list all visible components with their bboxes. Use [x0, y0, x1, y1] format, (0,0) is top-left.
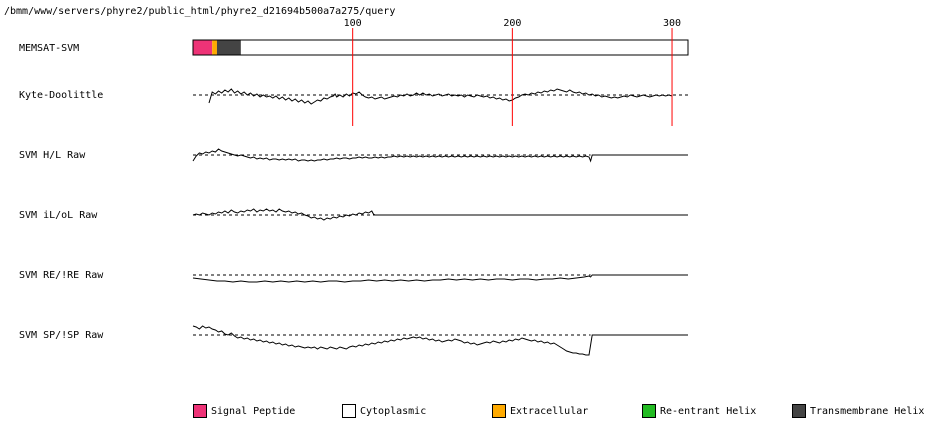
track-2: SVM iL/oL Raw [19, 208, 688, 221]
track-curve [192, 274, 688, 283]
track-label: SVM SP/!SP Raw [19, 330, 104, 341]
legend-label: Signal Peptide [211, 405, 296, 417]
position-axis: 100 200 300 [344, 18, 681, 29]
tick-label: 200 [503, 18, 521, 29]
track-curve [208, 88, 673, 105]
legend-label: Transmembrane Helix [810, 405, 925, 417]
track-3: SVM RE/!RE Raw [19, 270, 688, 283]
legend-swatch [193, 404, 207, 418]
track-1: SVM H/L Raw [19, 148, 688, 163]
memsat-segment-signal [193, 40, 213, 55]
memsat-segments [192, 39, 689, 56]
memsat-bar-border [192, 39, 689, 56]
track-curve [192, 325, 688, 356]
legend-item: Transmembrane Helix [792, 404, 924, 418]
svm-tracks: Kyte-Doolittle SVM H/L Raw SVM iL/oL Raw SV… [19, 88, 688, 356]
track-label: SVM RE/!RE Raw [19, 270, 104, 281]
memsat-segment-cytoplasmic [240, 40, 688, 55]
legend-item: Cytoplasmic [342, 404, 426, 418]
legend-swatch [792, 404, 806, 418]
position-markers [352, 28, 673, 126]
legend-label: Re-entrant Helix [660, 405, 757, 417]
memsat-track: MEMSAT-SVM [19, 39, 689, 56]
legend: Signal Peptide Cytoplasmic Extracellular Re… [0, 404, 950, 424]
track-0: Kyte-Doolittle [19, 88, 688, 105]
memsat-segment-transmembrane [216, 40, 241, 55]
legend-label: Extracellular [510, 405, 589, 417]
track-curve [192, 208, 688, 221]
legend-item: Signal Peptide [193, 404, 295, 418]
memsat-label: MEMSAT-SVM [19, 43, 79, 54]
track-label: SVM iL/oL Raw [19, 210, 98, 221]
track-label: SVM H/L Raw [19, 150, 86, 161]
track-label: Kyte-Doolittle [19, 90, 103, 101]
memsat-plot: /bmm/www/servers/phyre2/public_html/phyr… [4, 6, 689, 356]
legend-swatch [642, 404, 656, 418]
legend-swatch [492, 404, 506, 418]
legend-item: Extracellular [492, 404, 588, 418]
track-curve [192, 148, 688, 163]
query-path-title: /bmm/www/servers/phyre2/public_html/phyr… [4, 6, 395, 17]
legend-swatch [342, 404, 356, 418]
tick-label: 100 [344, 18, 362, 29]
legend-item: Re-entrant Helix [642, 404, 756, 418]
memsat-segment-extracellular [212, 40, 217, 55]
tick-label: 300 [663, 18, 681, 29]
track-4: SVM SP/!SP Raw [19, 325, 688, 356]
legend-label: Cytoplasmic [360, 405, 427, 417]
